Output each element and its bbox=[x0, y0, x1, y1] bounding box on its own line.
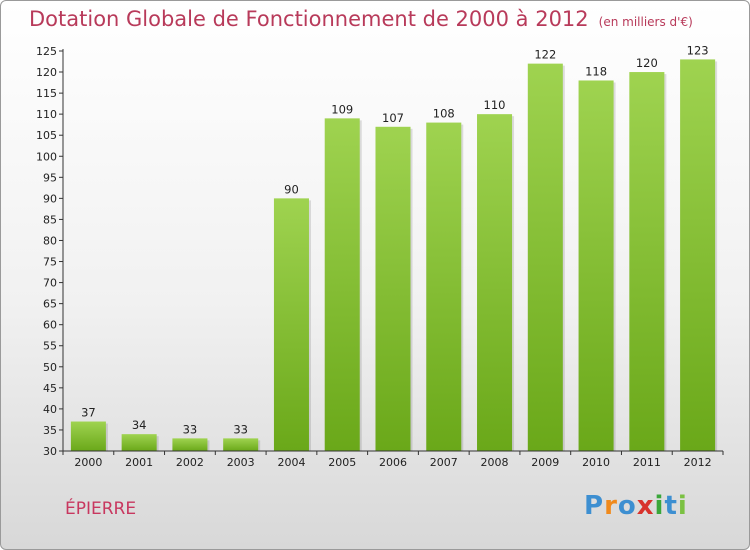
x-tick-label: 2006 bbox=[379, 456, 407, 469]
y-tick-label: 105 bbox=[36, 129, 57, 142]
x-tick-label: 2010 bbox=[582, 456, 610, 469]
x-tick-label: 2001 bbox=[125, 456, 153, 469]
x-tick-label: 2005 bbox=[328, 456, 356, 469]
bar-2006 bbox=[375, 126, 411, 451]
bar-2008 bbox=[477, 114, 513, 451]
bar-2009 bbox=[527, 63, 563, 451]
bar-2001 bbox=[121, 434, 157, 451]
y-tick-label: 40 bbox=[43, 403, 57, 416]
y-tick-label: 55 bbox=[43, 340, 57, 353]
bar-value-label: 123 bbox=[687, 43, 709, 57]
logo-letter: x bbox=[636, 491, 655, 521]
x-tick-label: 2011 bbox=[633, 456, 661, 469]
bar-value-label: 120 bbox=[636, 56, 658, 70]
bar-2003 bbox=[223, 438, 259, 451]
bar-value-label: 110 bbox=[484, 98, 506, 112]
y-tick-label: 95 bbox=[43, 171, 57, 184]
bar-value-label: 107 bbox=[382, 111, 404, 125]
commune-name: ÉPIERRE bbox=[65, 499, 137, 519]
chart-title-text: Dotation Globale de Fonctionnement de 20… bbox=[29, 7, 589, 31]
bar-2002 bbox=[172, 438, 208, 451]
logo-letter: r bbox=[604, 491, 618, 521]
logo-letter: i bbox=[654, 491, 665, 521]
x-axis: 2000 2001 2002 2003 2004 2005 2006 2007 2008 2009… bbox=[62, 450, 724, 469]
chart-unit: (en milliers d'€) bbox=[598, 15, 693, 29]
bar-2011 bbox=[629, 72, 665, 451]
bar-value-label: 109 bbox=[331, 102, 353, 116]
bar-value-label: 34 bbox=[132, 418, 147, 432]
y-axis: 30 35 40 45 50 55 60 65 70 75 80 85 90 95 100 105 110 115… bbox=[36, 45, 64, 458]
x-tick-label: 2002 bbox=[176, 456, 204, 469]
y-tick-label: 70 bbox=[43, 277, 57, 290]
y-tick-label: 125 bbox=[36, 45, 57, 58]
bars: 37 34 33 33 90 109 107 108 110 122 118 120 123 bbox=[70, 43, 718, 452]
x-tick-label: 2008 bbox=[481, 456, 509, 469]
bar-2004 bbox=[273, 198, 309, 451]
y-tick-label: 80 bbox=[43, 234, 57, 247]
y-tick-label: 65 bbox=[43, 298, 57, 311]
y-tick-label: 30 bbox=[43, 445, 57, 458]
y-tick-label: 35 bbox=[43, 424, 57, 437]
bar-value-label: 37 bbox=[81, 406, 96, 420]
y-tick-label: 100 bbox=[36, 150, 57, 163]
bar-value-label: 33 bbox=[233, 422, 248, 436]
bar-2010 bbox=[578, 80, 614, 451]
logo-letter: o bbox=[617, 491, 637, 521]
y-tick-label: 90 bbox=[43, 192, 57, 205]
y-tick-label: 60 bbox=[43, 319, 57, 332]
bar-value-label: 122 bbox=[534, 48, 556, 62]
x-tick-label: 2000 bbox=[74, 456, 102, 469]
x-tick-label: 2012 bbox=[684, 456, 712, 469]
bar-2005 bbox=[324, 118, 360, 452]
bar-2000 bbox=[70, 421, 106, 451]
x-tick-label: 2003 bbox=[227, 456, 255, 469]
y-tick-label: 120 bbox=[36, 66, 57, 79]
bar-value-label: 118 bbox=[585, 64, 607, 78]
bar-value-label: 33 bbox=[183, 422, 198, 436]
proxiti-logo[interactable]: Proxiti bbox=[584, 491, 688, 521]
y-tick-label: 85 bbox=[43, 213, 57, 226]
y-tick-label: 75 bbox=[43, 256, 57, 269]
x-tick-label: 2009 bbox=[531, 456, 559, 469]
logo-letter: t bbox=[664, 491, 678, 521]
y-tick-label: 50 bbox=[43, 361, 57, 374]
bar-value-label: 108 bbox=[433, 107, 455, 121]
logo-letter: i bbox=[677, 491, 688, 521]
x-tick-label: 2004 bbox=[277, 456, 305, 469]
chart-title: Dotation Globale de Fonctionnement de 20… bbox=[29, 7, 693, 31]
x-tick-label: 2007 bbox=[430, 456, 458, 469]
y-tick-label: 45 bbox=[43, 382, 57, 395]
bar-2012 bbox=[680, 59, 716, 451]
y-tick-label: 115 bbox=[36, 87, 57, 100]
logo-letter: P bbox=[584, 491, 605, 521]
bar-value-label: 90 bbox=[284, 182, 299, 196]
y-tick-label: 110 bbox=[36, 108, 57, 121]
bar-2007 bbox=[426, 122, 462, 451]
